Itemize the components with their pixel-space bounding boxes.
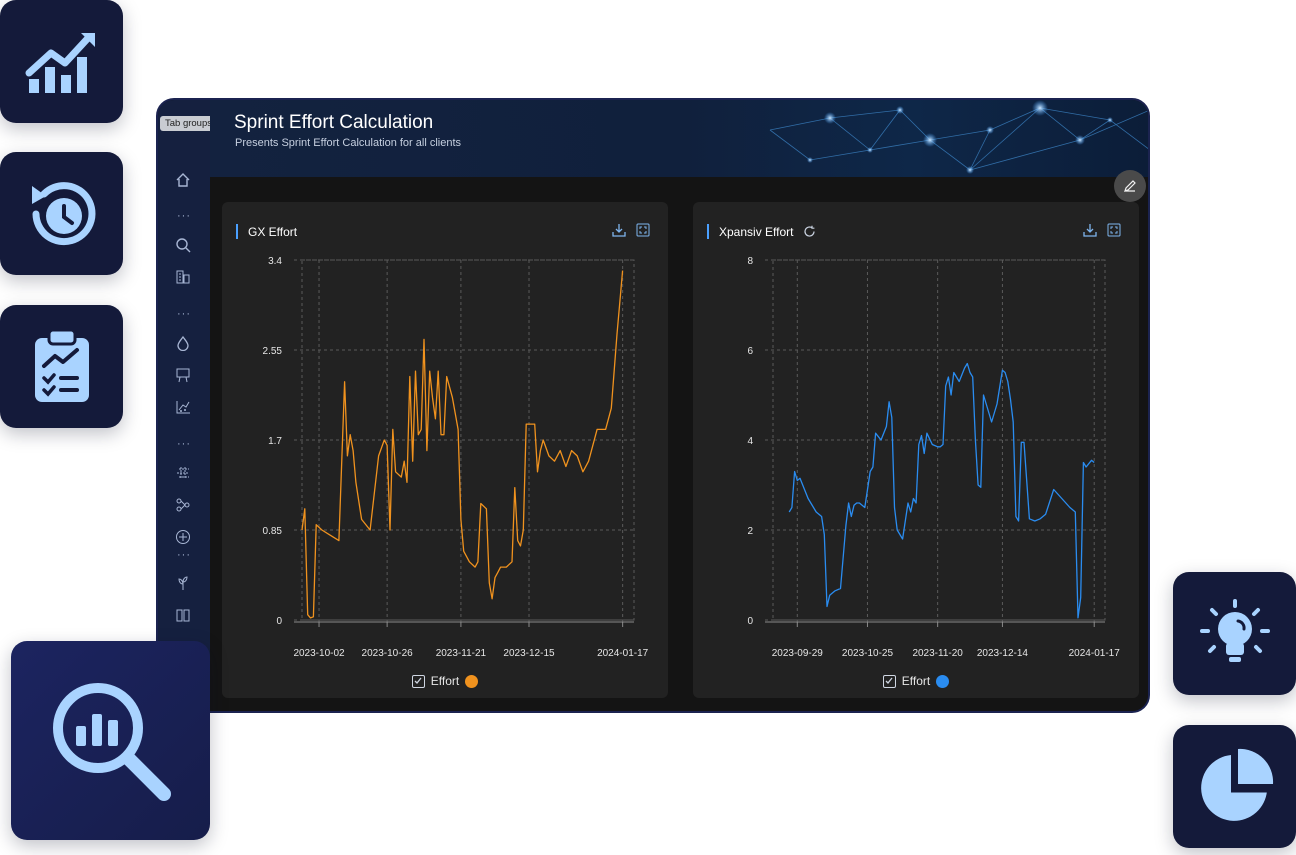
refresh-icon[interactable]	[803, 225, 816, 238]
legend-checkbox[interactable]	[882, 674, 896, 688]
y-tick-label: 1.7	[268, 436, 282, 447]
app-window: Tab groups ··· ··· ··· ···	[156, 98, 1150, 713]
x-tick-label: 2024-01-17	[597, 648, 649, 659]
network-banner-graphic	[769, 100, 1148, 174]
y-tick-label: 0	[747, 616, 753, 627]
scatter-icon[interactable]	[173, 397, 193, 417]
presentation-icon[interactable]	[173, 365, 193, 385]
xpansiv-effort-card: Xpansiv Effort 0 2 4 6 8 2023-09-29 2023-10-25…	[693, 202, 1139, 698]
buildings-icon[interactable]	[173, 267, 193, 287]
chart-title: GX Effort	[248, 224, 298, 239]
legend-label: Effort	[901, 674, 931, 688]
download-icon[interactable]	[612, 223, 626, 237]
book-icon[interactable]	[173, 605, 193, 625]
x-tick-label: 2024-01-17	[1069, 648, 1121, 659]
x-tick-label: 2023-09-29	[772, 648, 824, 659]
magnifier-chart-icon	[52, 682, 171, 801]
growth-chart-tile	[0, 0, 123, 123]
xpansiv-effort-chart: 0 2 4 6 8 2023-09-29 2023-10-25 2023-11-20 2023-…	[747, 256, 1121, 659]
x-tick-label: 2023-11-20	[912, 648, 963, 659]
lightbulb-icon	[1199, 598, 1270, 662]
x-tick-label: 2023-12-14	[977, 648, 1029, 659]
sidebar-divider: ···	[177, 210, 191, 222]
sidebar-divider: ···	[177, 438, 191, 450]
y-tick-label: 8	[747, 256, 753, 267]
sidebar-divider: ···	[177, 549, 191, 561]
y-tick-label: 4	[747, 436, 753, 447]
fullscreen-icon[interactable]	[1107, 223, 1121, 237]
gx-effort-chart: 0 0.85 1.7 2.55 3.4 2023-10-02 2023-10-26 2023-…	[263, 256, 649, 659]
edit-button[interactable]	[1114, 170, 1146, 202]
history-tile	[0, 152, 123, 275]
fullscreen-icon[interactable]	[636, 223, 650, 237]
chart-legend[interactable]: Effort	[222, 674, 668, 688]
search-icon[interactable]	[173, 235, 193, 255]
download-icon[interactable]	[1083, 223, 1097, 237]
drop-icon[interactable]	[173, 333, 193, 353]
tab-groups-tooltip: Tab groups	[160, 116, 218, 131]
chart-title: Xpansiv Effort	[719, 224, 794, 239]
sidebar-divider: ···	[177, 308, 191, 320]
pencil-icon	[1124, 180, 1136, 192]
growth-chart-icon	[25, 32, 95, 93]
y-tick-label: 3.4	[268, 256, 282, 267]
history-clock-icon	[31, 181, 95, 245]
y-tick-label: 2.55	[263, 346, 283, 357]
y-tick-label: 6	[747, 346, 753, 357]
clipboard-chart-icon	[34, 328, 89, 402]
y-tick-label: 0.85	[263, 526, 283, 537]
x-tick-label: 2023-10-26	[362, 648, 414, 659]
sidebar: Tab groups ··· ··· ··· ···	[158, 100, 218, 711]
legend-checkbox[interactable]	[411, 674, 425, 688]
plus-circle-icon[interactable]	[173, 527, 193, 547]
x-tick-label: 2023-10-02	[293, 648, 345, 659]
legend-color-dot	[465, 674, 479, 688]
pie-chart-icon	[1200, 748, 1273, 821]
chart-legend[interactable]: Effort	[693, 674, 1139, 688]
y-tick-label: 2	[747, 526, 753, 537]
magnifier-tile	[11, 641, 210, 840]
card-title: Xpansiv Effort	[707, 224, 816, 239]
series-line	[788, 362, 1095, 619]
series-line	[301, 270, 624, 619]
card-title: GX Effort	[236, 224, 297, 239]
page-header: Sprint Effort Calculation Presents Sprin…	[210, 100, 1148, 177]
gx-effort-card: GX Effort 0 0.85 1.7 2.55 3.4 2023-10-02 2023-…	[222, 202, 668, 698]
x-tick-label: 2023-11-21	[436, 648, 487, 659]
grid-chart-icon[interactable]	[173, 463, 193, 483]
pie-tile	[1173, 725, 1296, 848]
plant-icon[interactable]	[173, 573, 193, 593]
page-title: Sprint Effort Calculation	[234, 112, 434, 133]
page-subtitle: Presents Sprint Effort Calculation for a…	[235, 137, 462, 149]
y-tick-label: 0	[276, 616, 282, 627]
x-tick-label: 2023-12-15	[503, 648, 555, 659]
x-tick-label: 2023-10-25	[842, 648, 894, 659]
legend-label: Effort	[430, 674, 460, 688]
legend-color-dot	[936, 674, 950, 688]
lightbulb-tile	[1173, 572, 1296, 695]
home-icon[interactable]	[173, 170, 193, 190]
clipboard-tile	[0, 305, 123, 428]
network-icon[interactable]	[173, 495, 193, 515]
